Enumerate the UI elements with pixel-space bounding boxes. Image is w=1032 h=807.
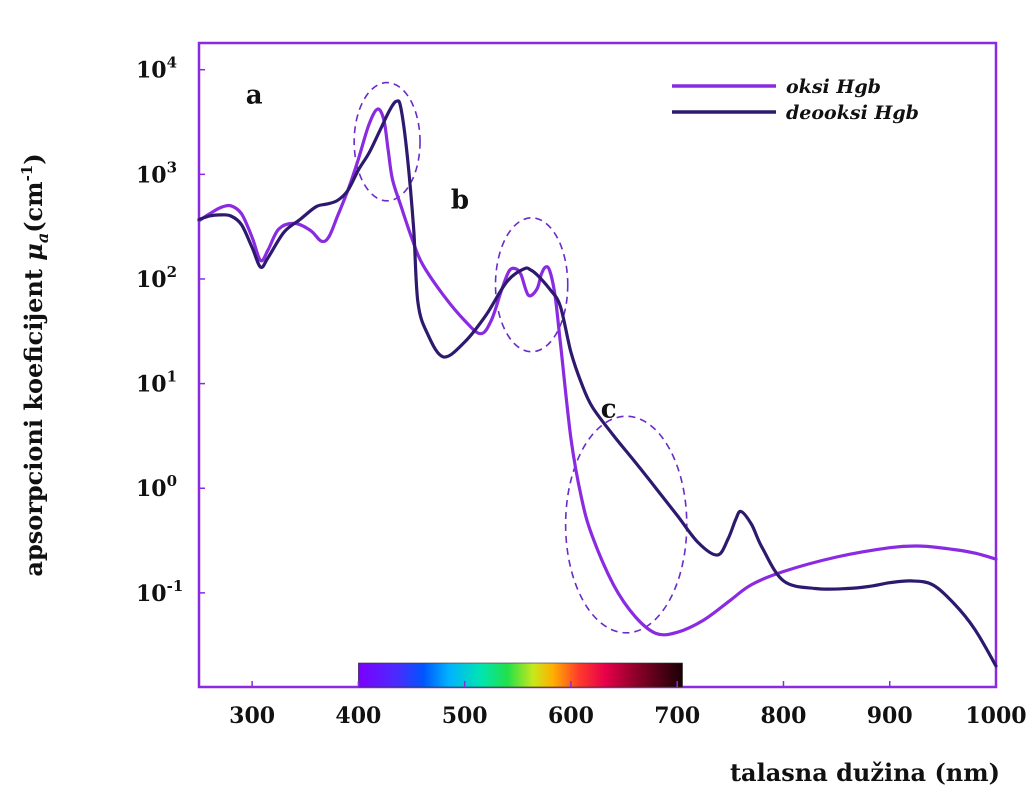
x-axis-title: talasna dužina (nm) (730, 758, 1000, 787)
y-tick-label-0: 100 (136, 472, 177, 502)
legend: oksi Hgb deooksi Hgb (672, 76, 919, 124)
series-line-deooksi-hgb (197, 99, 998, 668)
series-line-oksi-hgb (197, 107, 998, 637)
y-tick-label-3: 103 (136, 158, 177, 188)
y-tick-label--1: 10-1 (136, 577, 183, 607)
annotation-label-a: a (246, 81, 263, 111)
x-tick-label-500: 500 (442, 703, 488, 729)
annotation-label-b: b (451, 185, 469, 215)
x-tick-label-600: 600 (548, 703, 594, 729)
y-axis-title: apsorpcioni koeficijent μa(cm-1) (18, 153, 52, 576)
visible-spectrum-bar (358, 662, 683, 688)
y-tick-label-1: 101 (136, 368, 177, 398)
y-tick-label-4: 104 (136, 54, 177, 84)
x-tick-label-900: 900 (867, 703, 913, 729)
annotation-circle-c (564, 415, 688, 634)
x-tick-label-700: 700 (654, 703, 700, 729)
plot-frame (197, 41, 998, 689)
annotation-circle-b (494, 217, 569, 353)
y-tick-label-2: 102 (136, 263, 177, 293)
legend-label-oksi: oksi Hgb (786, 76, 881, 98)
legend-label-deooksi: deooksi Hgb (786, 102, 919, 124)
x-tick-label-300: 300 (229, 703, 275, 729)
annotation-label-c: c (601, 395, 617, 425)
x-tick-label-400: 400 (335, 703, 381, 729)
x-tick-label-800: 800 (760, 703, 806, 729)
annotation-circle-a (353, 81, 421, 202)
x-tick-label-1000: 1000 (965, 703, 1026, 729)
